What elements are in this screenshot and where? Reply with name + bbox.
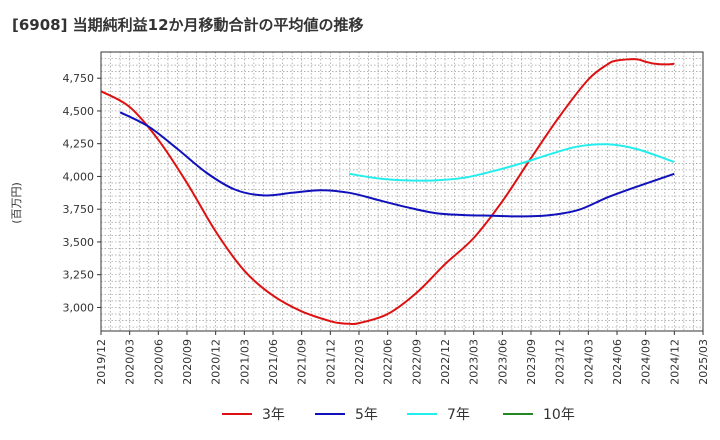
x-tick-label: 2023/12 bbox=[554, 339, 567, 385]
y-tick-label: 3,750 bbox=[63, 203, 95, 216]
x-tick-label: 2023/03 bbox=[468, 339, 481, 385]
x-tick-label: 2022/09 bbox=[410, 339, 423, 385]
legend-label-1: 3年 bbox=[262, 407, 285, 423]
legend: 3年 5年 7年 10年 bbox=[222, 407, 575, 423]
chart-title: [6908] 当期純利益12か月移動合計の平均値の推移 bbox=[12, 16, 364, 34]
x-tick-label: 2024/09 bbox=[640, 339, 653, 385]
x-tick-label: 2020/12 bbox=[210, 339, 223, 385]
series-line-1 bbox=[100, 58, 675, 326]
y-axis-label: (百万円) bbox=[10, 182, 23, 224]
x-tick-label: 2021/09 bbox=[296, 339, 309, 385]
y-tick-label: 4,500 bbox=[63, 105, 95, 118]
x-tick-label: 2023/06 bbox=[496, 339, 509, 385]
y-tick-label: 4,750 bbox=[63, 72, 95, 85]
x-tick-label: 2024/03 bbox=[582, 339, 595, 385]
y-tick-label: 4,000 bbox=[63, 170, 95, 183]
legend-label-2: 5年 bbox=[355, 407, 378, 423]
x-tick-label: 2025/03 bbox=[697, 339, 710, 385]
grid bbox=[101, 52, 703, 331]
x-tick-label: 2020/09 bbox=[181, 339, 194, 385]
series-line-3 bbox=[349, 143, 675, 182]
x-tick-label: 2024/12 bbox=[668, 339, 681, 385]
y-tick-label: 3,250 bbox=[63, 269, 95, 282]
x-tick-label: 2020/06 bbox=[152, 339, 165, 385]
x-tick-label: 2022/06 bbox=[382, 339, 395, 385]
legend-label-3: 7年 bbox=[447, 407, 470, 423]
x-tick-label: 2023/09 bbox=[525, 339, 538, 385]
x-tick-label: 2022/03 bbox=[353, 339, 366, 385]
x-tick-label: 2021/03 bbox=[238, 339, 251, 385]
y-ticks: 3,000 3,250 3,500 3,750 4,000 4,250 4,500 4,750 bbox=[63, 72, 101, 314]
plot-frame bbox=[100, 51, 704, 332]
series-lines bbox=[100, 58, 675, 326]
x-tick-label: 2021/06 bbox=[267, 339, 280, 385]
x-ticks: 2019/12 2020/03 2020/06 2020/09 2020/12 2021/… bbox=[95, 331, 710, 385]
x-tick-label: 2024/06 bbox=[611, 339, 624, 385]
x-tick-label: 2020/03 bbox=[124, 339, 137, 385]
x-tick-label: 2019/12 bbox=[95, 339, 108, 385]
series-line-2 bbox=[119, 111, 675, 218]
y-tick-label: 4,250 bbox=[63, 138, 95, 151]
x-tick-label: 2021/12 bbox=[324, 339, 337, 385]
legend-label-4: 10年 bbox=[543, 407, 575, 423]
x-tick-label: 2022/12 bbox=[439, 339, 452, 385]
y-tick-label: 3,000 bbox=[63, 301, 95, 314]
y-tick-label: 3,500 bbox=[63, 236, 95, 249]
